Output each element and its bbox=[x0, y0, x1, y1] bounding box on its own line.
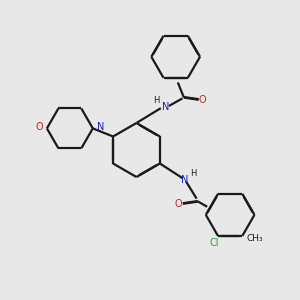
Text: O: O bbox=[175, 199, 183, 209]
Text: O: O bbox=[35, 122, 43, 132]
Text: Cl: Cl bbox=[209, 238, 219, 248]
Text: N: N bbox=[162, 102, 169, 112]
Text: N: N bbox=[97, 122, 104, 132]
Text: H: H bbox=[190, 169, 196, 178]
Text: N: N bbox=[181, 175, 188, 185]
Text: H: H bbox=[153, 96, 159, 105]
Text: CH₃: CH₃ bbox=[246, 234, 263, 243]
Text: O: O bbox=[199, 95, 206, 105]
